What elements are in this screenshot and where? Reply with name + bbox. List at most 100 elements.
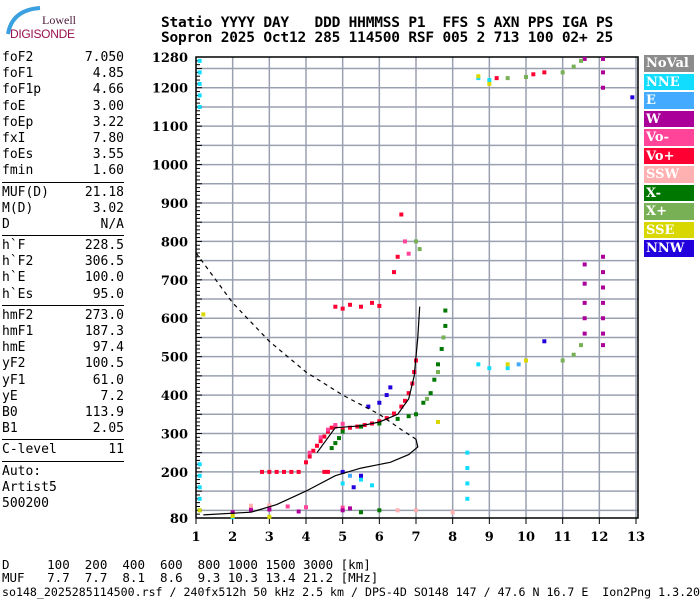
param-value: 1.60 bbox=[92, 163, 124, 179]
param-name: yE bbox=[2, 388, 18, 404]
echo-point-nnw bbox=[388, 385, 393, 390]
plot-frame bbox=[195, 56, 639, 519]
echo-point-w bbox=[582, 331, 587, 336]
echo-point-x- bbox=[337, 436, 341, 441]
echo-point-sse bbox=[230, 514, 235, 519]
echo-point-vo- bbox=[304, 505, 308, 510]
echo-point-x- bbox=[359, 510, 363, 515]
x-tick-label: 5 bbox=[338, 530, 347, 545]
param-row: h`Es 95.0 bbox=[2, 287, 124, 303]
echo-point-nnw bbox=[340, 469, 345, 474]
echo-point-nne bbox=[505, 366, 510, 371]
echo-point-x+ bbox=[579, 58, 583, 63]
echo-point-x- bbox=[421, 400, 426, 405]
echo-point-w bbox=[601, 300, 605, 305]
y-tick-label: 600 bbox=[161, 312, 188, 327]
echo-point-vo+ bbox=[384, 416, 389, 421]
legend-item-sse: SSE bbox=[644, 221, 694, 238]
echo-point-ssw bbox=[249, 503, 253, 508]
param-row: h`F 228.5 bbox=[2, 238, 124, 254]
param-row: foF1 4.85 bbox=[2, 66, 124, 82]
profile-curve-dashed bbox=[195, 252, 417, 440]
echo-point-vo+ bbox=[392, 270, 396, 275]
y-tick-label: 400 bbox=[161, 389, 188, 404]
x-tick-label: 2 bbox=[228, 530, 237, 545]
echo-point-vo+ bbox=[304, 460, 308, 465]
echo-point-vo+ bbox=[370, 300, 374, 305]
param-name: B1 bbox=[2, 421, 18, 437]
param-name: hmF1 bbox=[2, 324, 34, 339]
echo-point-x+ bbox=[560, 358, 565, 363]
echo-point-vo+ bbox=[377, 419, 382, 424]
echo-point-w bbox=[340, 508, 345, 513]
param-name: foE bbox=[2, 98, 26, 114]
echo-point-vo- bbox=[307, 450, 312, 455]
echo-point-vo+ bbox=[340, 306, 345, 311]
echo-point-vo+ bbox=[399, 212, 404, 217]
echo-point-w bbox=[601, 285, 605, 290]
echo-point-vo- bbox=[318, 435, 323, 440]
param-row: foEs 3.55 bbox=[2, 147, 124, 163]
y-tick-label: 1280 bbox=[152, 51, 188, 66]
y-tick-label: 900 bbox=[161, 197, 188, 212]
echo-point-vo+ bbox=[282, 469, 286, 474]
echo-point-vo+ bbox=[289, 469, 294, 474]
echo-point-vo+ bbox=[274, 469, 279, 474]
echo-point-sse bbox=[487, 81, 492, 86]
x-tick-label: 9 bbox=[485, 530, 494, 545]
x-tick-label: 1 bbox=[191, 530, 200, 545]
echo-point-w bbox=[348, 506, 352, 511]
param-name: foF1p bbox=[2, 82, 42, 98]
muf-row: MUF 7.7 7.7 8.1 8.6 9.3 10.3 13.4 21.2 [… bbox=[2, 570, 379, 585]
divider bbox=[2, 235, 124, 237]
echo-point-ssw bbox=[395, 508, 400, 513]
legend-item-nnw: NNW bbox=[644, 240, 694, 257]
param-row: h`F2 306.5 bbox=[2, 254, 124, 270]
echo-point-nnw bbox=[359, 473, 363, 478]
echo-point-nne bbox=[197, 473, 202, 478]
param-row: hmF1 187.3 bbox=[2, 324, 124, 340]
echo-point-nne bbox=[197, 81, 202, 86]
echo-point-nne bbox=[487, 366, 492, 371]
auto-scaling-line1: Auto: bbox=[2, 463, 42, 479]
y-tick-label: 1100 bbox=[152, 120, 188, 135]
echo-point-x+ bbox=[505, 76, 510, 81]
x-tick-label: 4 bbox=[301, 530, 310, 545]
echo-point-vo- bbox=[285, 504, 290, 509]
echo-point-w bbox=[296, 509, 301, 514]
y-tick-label: 500 bbox=[161, 351, 188, 366]
echo-point-x+ bbox=[425, 396, 429, 401]
echo-point-w bbox=[267, 507, 272, 512]
echo-point-vo+ bbox=[260, 469, 264, 474]
param-name: M(D) bbox=[2, 200, 34, 216]
echo-point-nne bbox=[465, 466, 470, 471]
echo-point-sse bbox=[267, 514, 272, 519]
param-name: fmin bbox=[2, 163, 34, 179]
echo-point-nne bbox=[197, 104, 202, 109]
echo-point-nne bbox=[197, 70, 202, 75]
param-row: MUF(D) 21.18 bbox=[2, 185, 124, 201]
profile-curve-solid bbox=[203, 439, 419, 516]
param-name: h`F bbox=[2, 238, 26, 254]
echo-point-nne bbox=[370, 483, 374, 488]
header-values: Sopron 2025 Oct12 285 114500 RSF 005 2 7… bbox=[161, 30, 614, 46]
param-name: h`F2 bbox=[2, 254, 34, 270]
param-row: B1 2.05 bbox=[2, 421, 124, 437]
echo-point-x- bbox=[359, 424, 363, 429]
y-tick-label: 700 bbox=[161, 274, 188, 289]
echo-point-x- bbox=[395, 416, 400, 421]
x-tick-label: 11 bbox=[554, 530, 572, 545]
distance-row: D 100 200 400 600 800 1000 1500 3000 [km… bbox=[2, 557, 371, 572]
echo-point-ssw bbox=[450, 510, 455, 515]
y-tick-label: 800 bbox=[161, 235, 188, 250]
echo-point-vo+ bbox=[322, 469, 327, 474]
echo-point-e bbox=[516, 362, 521, 367]
y-tick-label: 1000 bbox=[152, 159, 188, 174]
echo-point-nne bbox=[197, 58, 202, 63]
param-name: C-level bbox=[2, 442, 57, 458]
param-value: 3.02 bbox=[92, 200, 124, 216]
echo-point-nne bbox=[465, 450, 470, 455]
echo-point-vo+ bbox=[348, 302, 352, 307]
echo-point-x+ bbox=[441, 335, 446, 340]
echo-point-nne bbox=[487, 78, 492, 83]
